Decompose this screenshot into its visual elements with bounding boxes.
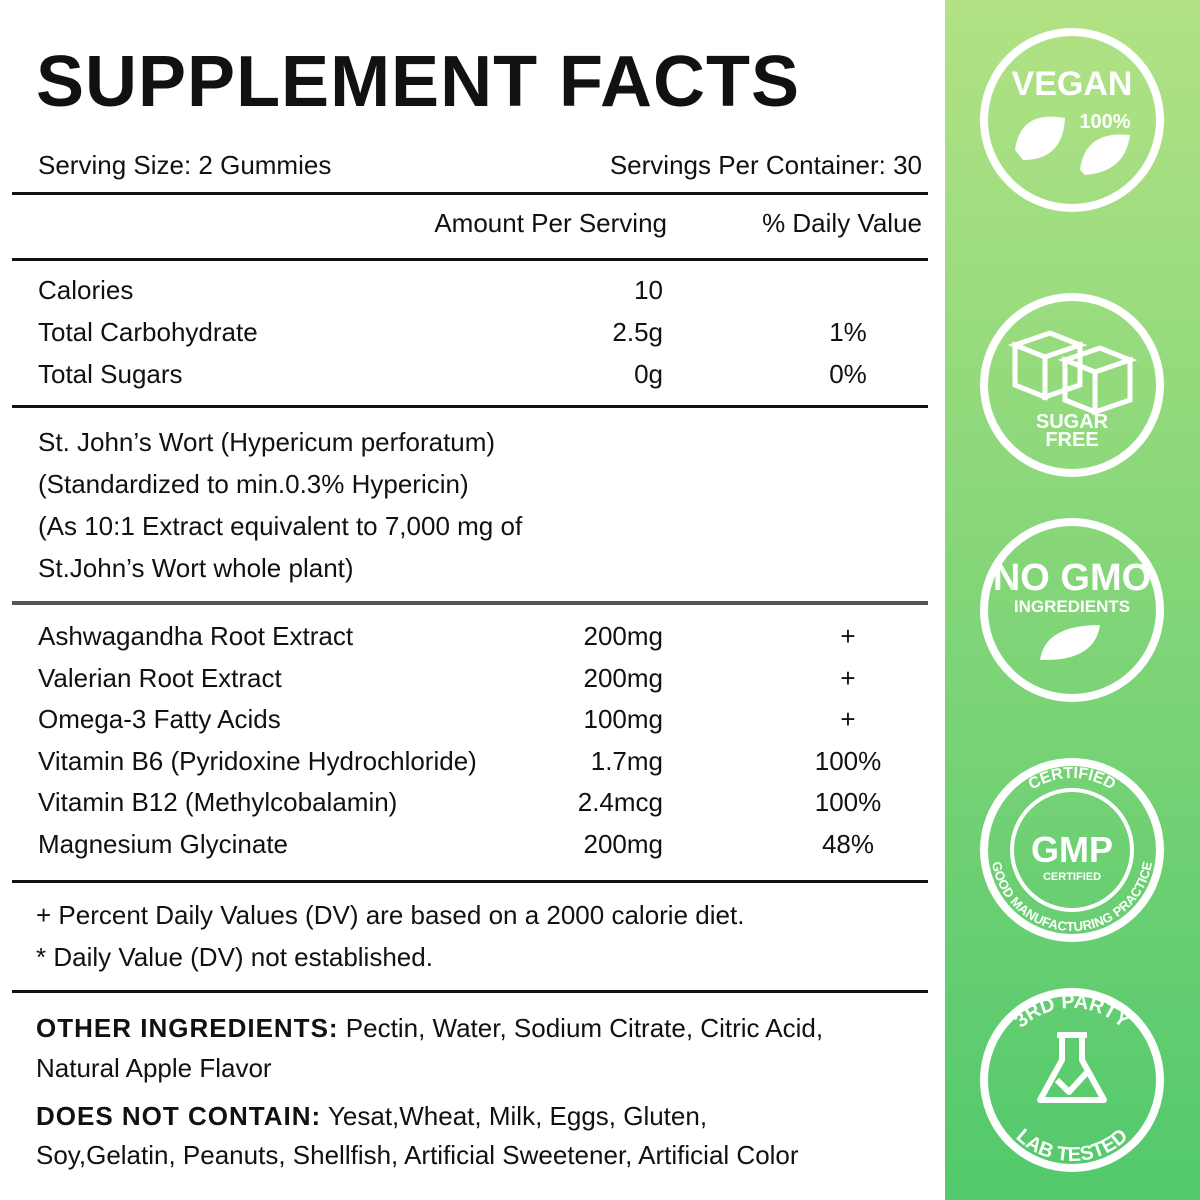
rule <box>12 880 928 883</box>
header-amount: Amount Per Serving <box>434 208 667 238</box>
label: OTHER INGREDIENTS: <box>36 1013 339 1043</box>
row-dv: 100% <box>814 787 882 817</box>
cube-icon <box>1007 330 1138 416</box>
row-amount: 200mg <box>583 829 664 859</box>
rule <box>12 192 928 195</box>
flask-icon <box>1037 1032 1107 1103</box>
row-dv: + <box>840 663 856 693</box>
extract-line: (Standardized to min.0.3% Hypericin) <box>38 469 469 499</box>
header-dv: % Daily Value <box>762 208 922 238</box>
does-not-contain-2: Soy,Gelatin, Peanuts, Shellfish, Artific… <box>36 1140 799 1170</box>
extract-line: (As 10:1 Extract equivalent to 7,000 mg … <box>38 511 523 541</box>
sugar-label: SUGAR <box>1036 411 1109 433</box>
free-label: FREE <box>1045 429 1098 451</box>
row-dv: + <box>840 704 856 734</box>
row-name: Omega-3 Fatty Acids <box>38 704 281 734</box>
does-not-contain: DOES NOT CONTAIN: Yesat,Wheat, Milk, Egg… <box>36 1101 707 1131</box>
rule <box>12 258 928 261</box>
row-name: Vitamin B12 (Methylcobalamin) <box>38 787 398 817</box>
row-amount: 200mg <box>583 663 664 693</box>
row-name: Ashwagandha Root Extract <box>38 621 354 651</box>
rule <box>12 405 928 408</box>
row-name: Magnesium Glycinate <box>38 829 288 859</box>
row-dv: 100% <box>814 746 882 776</box>
row-dv: 48% <box>821 829 875 859</box>
rule <box>12 601 928 605</box>
leaf-icon <box>1015 116 1130 175</box>
badge-rings <box>980 28 1164 1172</box>
row-name: Valerian Root Extract <box>38 663 282 693</box>
footnote: + Percent Daily Values (DV) are based on… <box>36 900 745 930</box>
row-amount: 0g <box>634 359 663 389</box>
row-name: Total Carbohydrate <box>38 317 258 347</box>
other-ingredients: OTHER INGREDIENTS: Pectin, Water, Sodium… <box>36 1013 823 1043</box>
ingredients-label: INGREDIENTS <box>1014 597 1130 616</box>
row-amount: 2.4mcg <box>577 787 663 817</box>
rule <box>12 990 928 993</box>
nogmo-label: NO GMO <box>993 557 1151 599</box>
footnote: * Daily Value (DV) not established. <box>36 942 433 972</box>
row-amount: 100mg <box>583 704 664 734</box>
servings-per-container: Servings Per Container: 30 <box>609 150 922 180</box>
vegan-percent: 100% <box>1079 111 1130 133</box>
other-ingredients-2: Natural Apple Flavor <box>36 1053 272 1083</box>
serving-size: Serving Size: 2 Gummies <box>38 150 332 180</box>
title: SUPPLEMENT FACTS <box>36 42 801 122</box>
text: Yesat,Wheat, Milk, Eggs, Gluten, <box>321 1101 708 1131</box>
row-dv: 0% <box>829 359 867 389</box>
vegan-label: VEGAN <box>1012 65 1133 103</box>
row-amount: 200mg <box>583 621 664 651</box>
leaf-icon <box>1040 625 1100 660</box>
gmp-label: GMP <box>1031 829 1113 870</box>
row-dv: + <box>840 621 856 651</box>
row-amount: 2.5g <box>612 317 663 347</box>
extract-line: St. John’s Wort (Hypericum perforatum) <box>38 427 496 457</box>
row-name: Total Sugars <box>38 359 183 389</box>
row-amount: 10 <box>634 275 663 305</box>
badge-sidebar: VEGAN 100% SUGAR FREE NO GMO INGREDIENTS… <box>945 0 1200 1200</box>
row-name: Calories <box>38 275 134 305</box>
gmp-certified: CERTIFIED <box>1043 871 1101 883</box>
text: Pectin, Water, Sodium Citrate, Citric Ac… <box>338 1013 824 1043</box>
extract-line: St.John’s Wort whole plant) <box>38 553 354 583</box>
row-dv: 1% <box>829 317 867 347</box>
row-name: Vitamin B6 (Pyridoxine Hydrochloride) <box>38 746 477 776</box>
label: DOES NOT CONTAIN: <box>36 1101 322 1131</box>
row-amount: 1.7mg <box>590 746 663 776</box>
